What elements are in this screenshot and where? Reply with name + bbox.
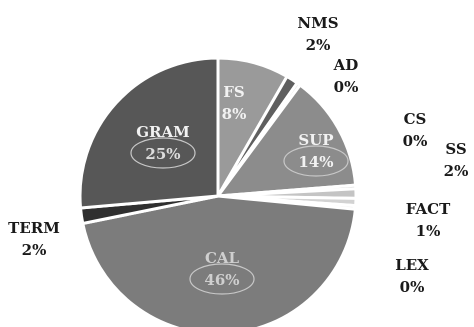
- slice-label-cal: CAL: [205, 249, 240, 267]
- slice-label-term: TERM: [8, 219, 60, 237]
- slice-label-lex: LEX: [395, 256, 429, 274]
- leader-line-cs: [354, 147, 413, 183]
- slice-label-sup: SUP: [298, 131, 333, 149]
- slice-percent-cal: 46%: [204, 271, 239, 289]
- slice-label-cs: CS: [404, 110, 427, 128]
- slice-label-nms: NMS: [297, 14, 338, 32]
- highlight-circle-gram: [130, 137, 196, 169]
- highlight-circles: [130, 137, 349, 295]
- pie-slice-cal: [80, 194, 357, 327]
- slice-percent-term: 2%: [22, 241, 47, 259]
- slice-label-fact: FACT: [406, 200, 451, 218]
- slice-label-ad: AD: [333, 56, 359, 74]
- pie-slices: [78, 56, 358, 327]
- slice-percent-ss: 2%: [444, 162, 469, 180]
- leader-line-fact: [355, 201, 401, 213]
- slice-percent-nms: 2%: [306, 36, 331, 54]
- slice-label-gram: GRAM: [136, 123, 190, 141]
- slice-percent-fs: 8%: [222, 105, 247, 123]
- slice-percent-fact: 1%: [416, 222, 441, 240]
- slice-percent-sup: 14%: [298, 153, 333, 171]
- leader-line-lex: [351, 204, 393, 249]
- leader-line-nms: [287, 45, 301, 73]
- highlight-circle-sup: [283, 145, 349, 177]
- slice-percent-gram: 25%: [145, 145, 180, 163]
- label-connectors: [287, 45, 441, 249]
- highlight-circle-cal: [189, 263, 255, 295]
- slice-label-fs: FS: [223, 83, 244, 101]
- leader-line-ad: [295, 77, 331, 81]
- slice-percent-lex: 0%: [400, 278, 425, 296]
- slice-label-ss: SS: [445, 140, 466, 158]
- leader-line-ss: [355, 171, 441, 189]
- slice-percent-ad: 0%: [334, 78, 359, 96]
- pie-slice-gram: [78, 56, 220, 210]
- pie-slice-sup: [214, 82, 358, 198]
- slice-percent-cs: 0%: [403, 132, 428, 150]
